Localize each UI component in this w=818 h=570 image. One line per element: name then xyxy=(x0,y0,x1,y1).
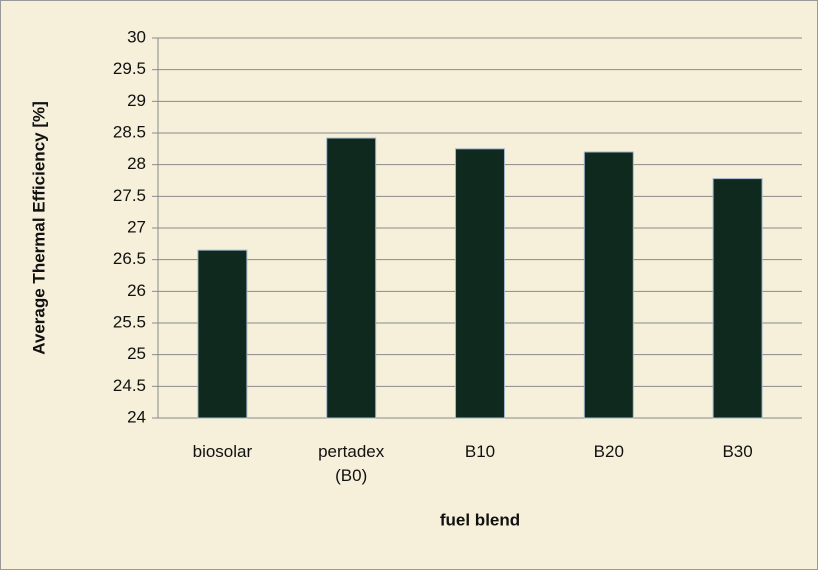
bar xyxy=(326,137,377,419)
bar xyxy=(583,151,634,419)
y-tick-label: 27.5 xyxy=(113,186,146,205)
bar xyxy=(197,249,248,419)
y-tick-label: 24 xyxy=(127,407,146,426)
x-axis-label: fuel blend xyxy=(440,510,520,529)
x-tick-label: B30 xyxy=(722,442,753,461)
y-tick-label: 26 xyxy=(127,281,146,300)
x-tick-label: B10 xyxy=(464,442,496,461)
x-tick-label: pertadex (B0) xyxy=(318,442,385,485)
y-tick-label: 25.5 xyxy=(113,312,146,331)
y-tick-label: 29.5 xyxy=(113,59,146,78)
y-tick-label: 28.5 xyxy=(113,122,146,141)
y-tick-label: 24.5 xyxy=(113,376,146,395)
y-tick-label: 27 xyxy=(127,217,146,236)
y-tick-label: 30 xyxy=(127,27,146,46)
y-axis-label: Average Thermal Efficiency [%] xyxy=(29,101,48,355)
bar xyxy=(455,148,505,419)
x-tick-label: biosolar xyxy=(192,442,253,461)
y-tick-label: 28 xyxy=(127,154,146,173)
x-tick-label: B20 xyxy=(593,442,624,461)
y-tick-label: 25 xyxy=(127,344,146,363)
y-tick-label: 26.5 xyxy=(113,249,146,268)
bar xyxy=(712,178,763,419)
y-tick-label: 29 xyxy=(127,91,146,110)
